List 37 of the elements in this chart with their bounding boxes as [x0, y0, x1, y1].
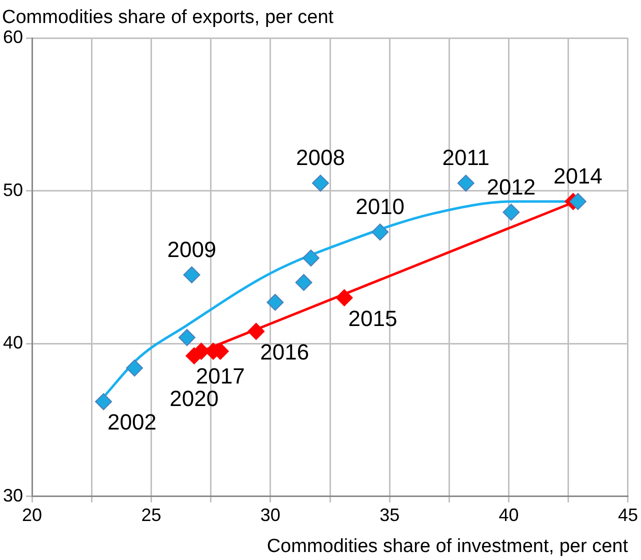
point	[178, 328, 196, 346]
y-tick-label: 40	[2, 332, 24, 353]
annotation: 2020	[170, 386, 219, 411]
point	[502, 204, 520, 221]
point	[336, 289, 353, 306]
y-axis-title: Commodities share of exports, per cent	[2, 7, 334, 28]
annotation: 2014	[553, 164, 602, 189]
x-tick-label: 35	[380, 505, 400, 526]
annotation: 2009	[167, 236, 216, 262]
point	[183, 266, 200, 284]
annotation: 2015	[348, 306, 398, 331]
point	[295, 274, 312, 291]
annotation: 2017	[196, 363, 245, 388]
point	[312, 174, 329, 192]
point	[248, 322, 265, 340]
x-tick-label: 20	[22, 505, 42, 526]
point	[372, 224, 389, 241]
annotation: 2011	[442, 145, 490, 170]
point	[266, 294, 284, 311]
y-tick-label: 50	[2, 180, 24, 200]
point	[569, 192, 586, 210]
point	[126, 360, 144, 377]
x-tick-label: 30	[260, 505, 280, 526]
y-tick-label: 30	[2, 485, 24, 506]
x-tick-label: 25	[141, 505, 162, 526]
x-tick-label: 45	[618, 505, 638, 526]
y-tick-label: 60	[2, 26, 24, 47]
point	[457, 174, 474, 192]
x-axis-title: Commodities share of investment, per cent	[266, 536, 629, 558]
annotation: 2010	[356, 194, 405, 220]
point	[302, 250, 320, 267]
annotation: 2008	[296, 145, 345, 170]
annotation: 2012	[486, 174, 536, 200]
annotation: 2016	[260, 339, 310, 364]
x-tick-label: 40	[498, 505, 519, 526]
point	[95, 393, 112, 410]
annotation: 2002	[108, 410, 156, 435]
